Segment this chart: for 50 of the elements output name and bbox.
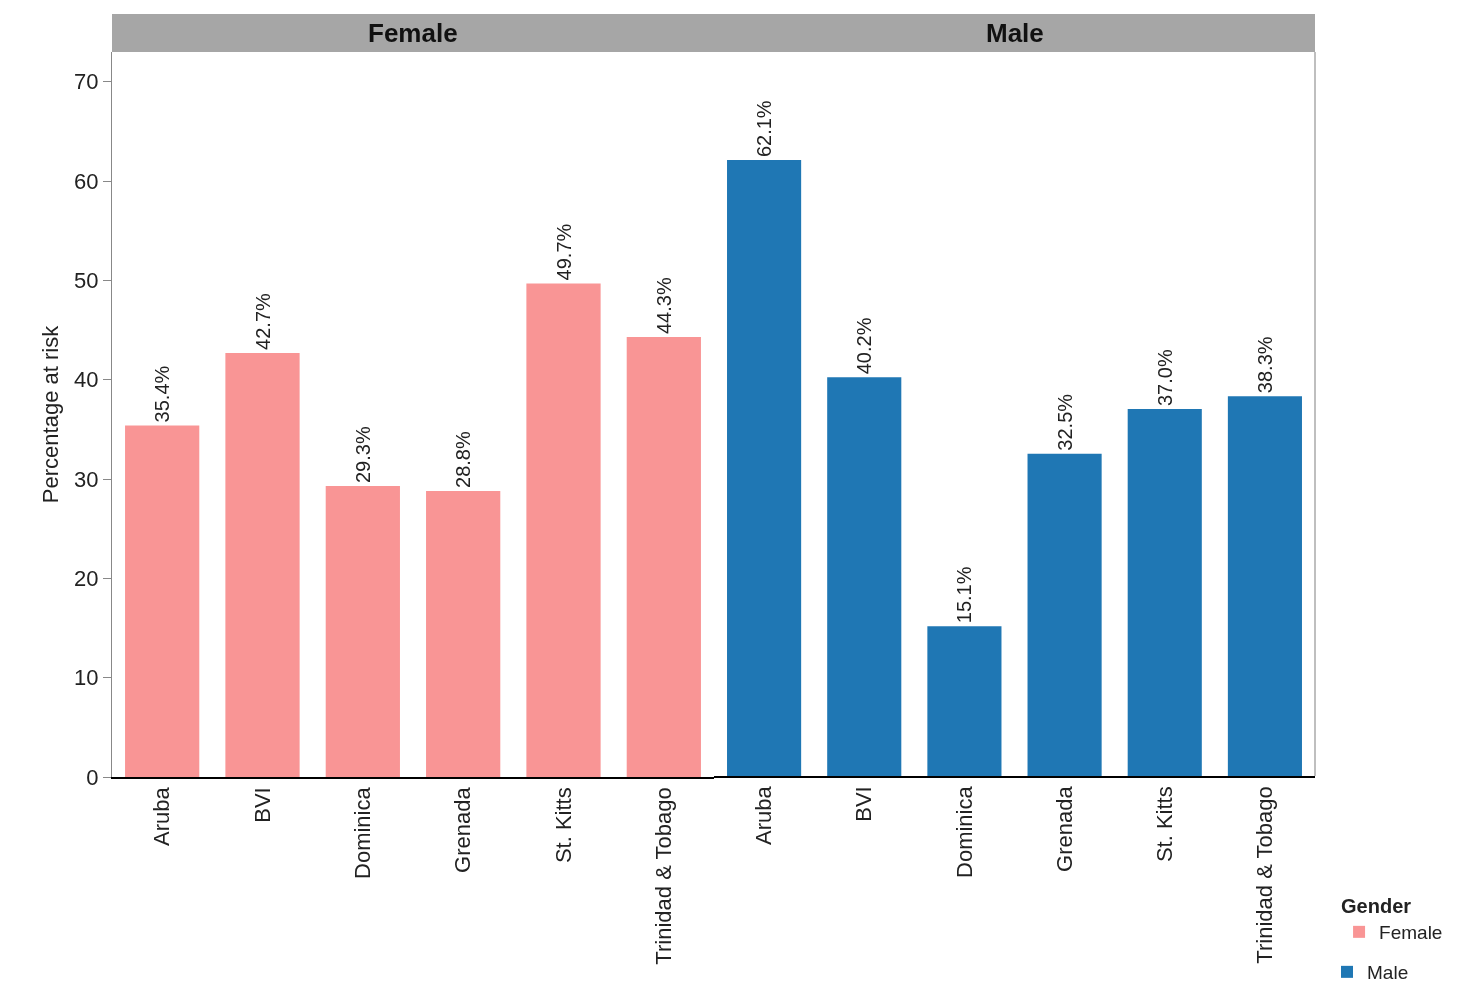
data-label: 35.4% xyxy=(151,365,174,423)
data-label: 44.3% xyxy=(652,277,675,335)
bar xyxy=(325,486,400,777)
legend-title: Gender xyxy=(1341,895,1412,917)
y-tick-label: 50 xyxy=(74,268,99,294)
y-tick-label: 30 xyxy=(74,466,99,492)
bar xyxy=(225,352,300,777)
bar xyxy=(125,425,200,777)
data-label: 38.3% xyxy=(1253,336,1276,394)
x-tick-label: Dominica xyxy=(951,785,977,878)
bar xyxy=(1027,453,1102,776)
bar xyxy=(626,337,701,777)
data-label: 40.2% xyxy=(853,317,876,375)
legend-label: Female xyxy=(1379,922,1443,944)
data-label: 49.7% xyxy=(552,223,575,281)
data-label: 15.1% xyxy=(953,566,976,624)
bar xyxy=(927,626,1002,776)
chart-title: Male xyxy=(986,18,1044,48)
x-tick-label: Grenada xyxy=(450,786,476,873)
chart-title: Female xyxy=(368,18,458,48)
legend-label: Male xyxy=(1367,962,1409,984)
x-tick-label: St. Kitts xyxy=(550,787,576,864)
x-tick-label: BVI xyxy=(851,786,877,822)
data-label: 32.5% xyxy=(1053,393,1076,451)
y-tick-label: 10 xyxy=(74,665,99,691)
x-tick-label: BVI xyxy=(249,787,275,823)
y-axis-title: Percentage at risk xyxy=(38,324,63,504)
x-tick-label: Grenada xyxy=(1051,785,1077,872)
x-tick-label: Dominica xyxy=(349,786,375,879)
bar xyxy=(526,283,601,777)
x-tick-label: Aruba xyxy=(149,786,175,847)
bar xyxy=(827,377,902,776)
data-label: 37.0% xyxy=(1153,349,1176,407)
bar xyxy=(426,490,501,777)
data-label: 28.8% xyxy=(452,431,475,488)
x-tick-label: Trinidad & Tobago xyxy=(650,787,676,965)
data-label: 29.3% xyxy=(351,426,374,484)
y-tick-label: 0 xyxy=(86,764,99,790)
x-tick-label: Aruba xyxy=(751,785,777,846)
bar xyxy=(1127,409,1202,776)
y-tick-label: 60 xyxy=(74,168,99,194)
data-label: 62.1% xyxy=(753,100,776,158)
x-tick-label: Trinidad & Tobago xyxy=(1252,786,1278,964)
y-tick-label: 70 xyxy=(74,69,99,95)
x-tick-label: St. Kitts xyxy=(1151,786,1177,863)
bar xyxy=(1227,396,1302,776)
data-label: 42.7% xyxy=(251,292,274,350)
bar xyxy=(727,160,802,776)
y-tick-label: 40 xyxy=(74,367,99,393)
y-tick-label: 20 xyxy=(74,566,99,592)
